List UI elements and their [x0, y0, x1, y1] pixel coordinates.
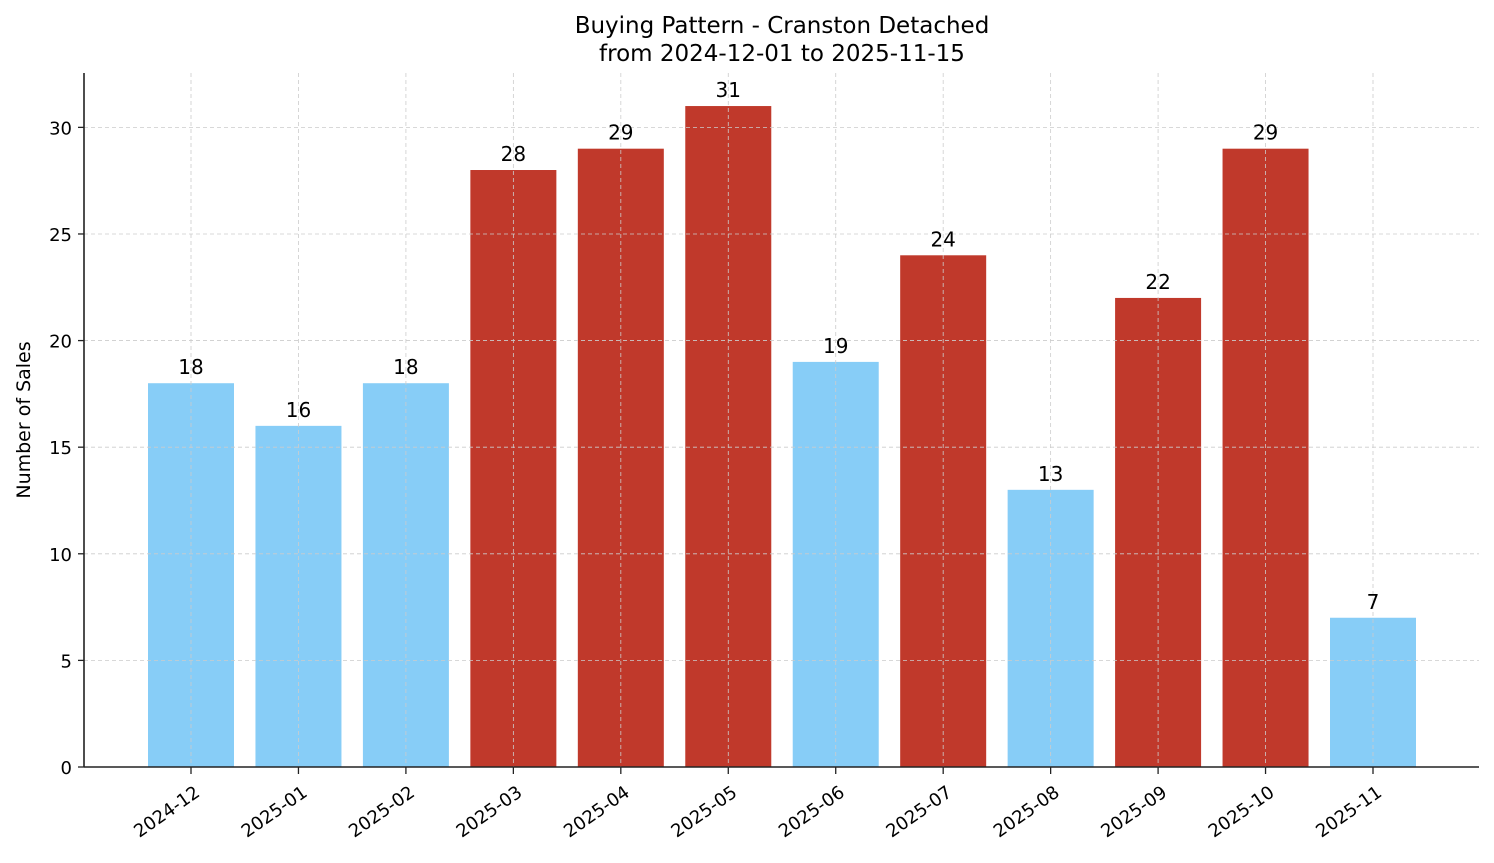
x-tick-label: 2025-08 — [990, 782, 1064, 842]
chart-subtitle: from 2024-12-01 to 2025-11-15 — [599, 41, 965, 67]
data-labels: 18 16 18 28 29 31 19 24 13 22 29 7 — [178, 78, 1379, 614]
x-tick-label: 2025-10 — [1205, 782, 1279, 842]
axes — [83, 73, 1479, 768]
bar-value-label: 24 — [930, 227, 955, 251]
y-tick-label: 25 — [49, 225, 72, 246]
y-tick-label: 10 — [49, 545, 72, 566]
y-axis-ticks: 0 5 10 15 20 25 30 — [49, 118, 84, 779]
y-tick-label: 5 — [61, 651, 72, 672]
bar-value-label: 16 — [286, 398, 311, 422]
bars — [148, 106, 1416, 768]
x-tick-label: 2024-12 — [130, 782, 204, 842]
bar-value-label: 7 — [1367, 590, 1380, 614]
y-tick-label: 15 — [49, 438, 72, 459]
x-tick-label: 2025-06 — [775, 782, 849, 842]
bar-value-label: 22 — [1145, 270, 1170, 294]
bar-value-label: 18 — [393, 355, 418, 379]
bar-value-label: 29 — [608, 121, 633, 145]
x-tick-label: 2025-11 — [1312, 782, 1386, 842]
bar-value-label: 13 — [1038, 462, 1063, 486]
bar-value-label: 19 — [823, 334, 848, 358]
y-tick-label: 30 — [49, 118, 72, 139]
x-tick-label: 2025-02 — [345, 782, 419, 842]
x-axis-ticks: 2024-12 2025-01 2025-02 2025-03 2025-04 2025-… — [130, 767, 1386, 842]
bar-2025-05 — [685, 106, 772, 768]
bar-value-label: 18 — [178, 355, 203, 379]
bar-value-label: 31 — [716, 78, 741, 102]
grid-lines — [84, 73, 1479, 767]
bar-2025-01 — [255, 425, 342, 767]
x-tick-label: 2025-07 — [882, 782, 956, 842]
bar-value-label: 29 — [1253, 121, 1278, 145]
x-tick-label: 2025-04 — [560, 782, 634, 842]
x-tick-label: 2025-05 — [667, 782, 741, 842]
x-tick-label: 2025-03 — [453, 782, 527, 842]
x-tick-label: 2025-01 — [238, 782, 312, 842]
chart-title: Buying Pattern - Cranston Detached — [575, 13, 990, 39]
y-axis-label: Number of Sales — [13, 341, 35, 498]
y-tick-label: 0 — [61, 758, 72, 779]
y-tick-label: 20 — [49, 332, 72, 353]
bar-value-label: 28 — [501, 142, 526, 166]
x-tick-label: 2025-09 — [1097, 782, 1171, 842]
